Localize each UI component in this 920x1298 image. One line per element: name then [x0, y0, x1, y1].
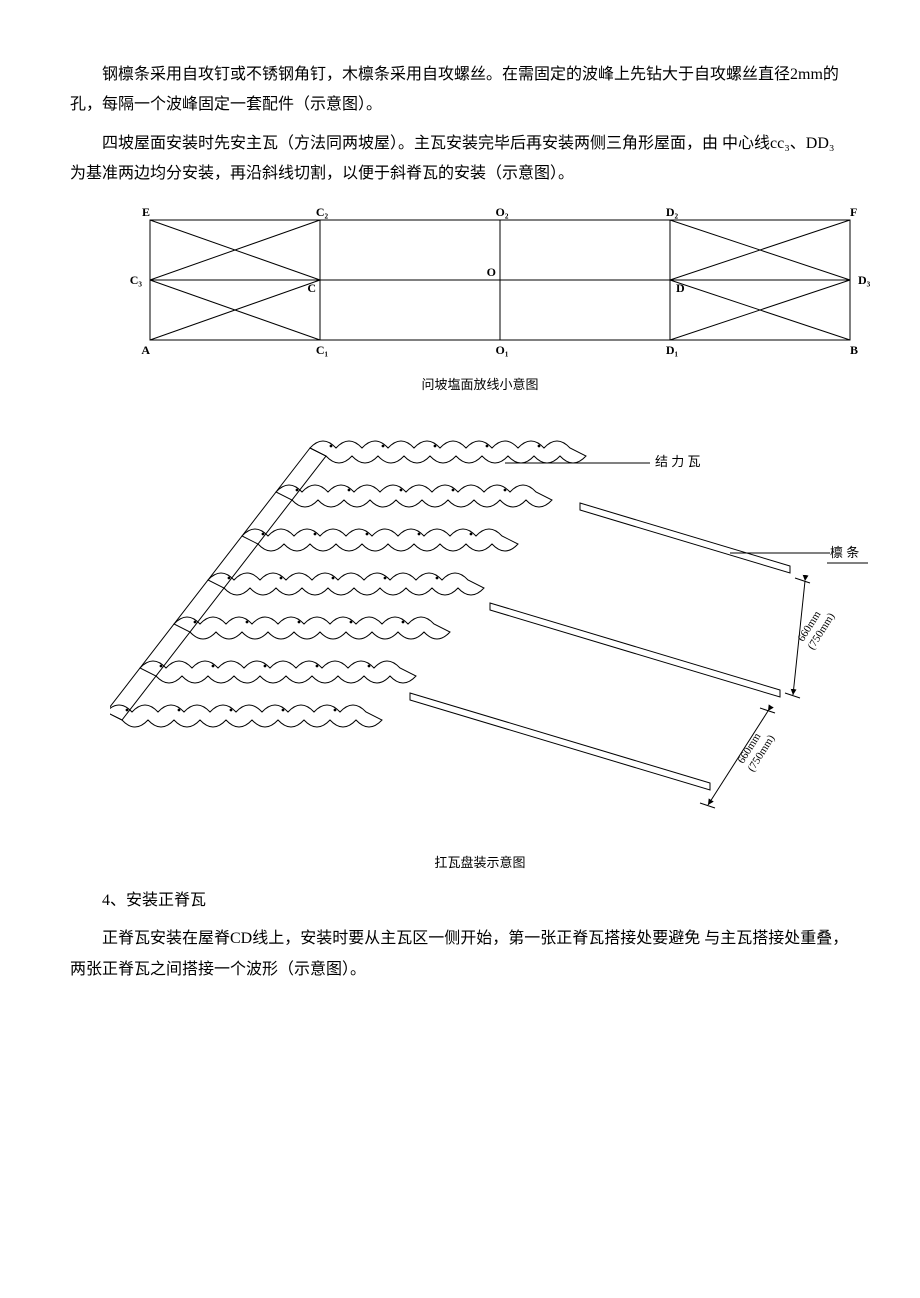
- lbl-D1: D₁: [666, 343, 679, 357]
- diagram-2-svg: 结 力 瓦 檩 条 660mm (750mm) 660mm (750mm): [110, 408, 870, 838]
- lbl-C1: C₁: [316, 343, 329, 357]
- lbl-O1: O₁: [496, 343, 509, 357]
- lbl-F: F: [850, 205, 857, 219]
- lbl-D: D: [676, 281, 685, 295]
- lbl-D3: D₃: [858, 273, 870, 287]
- lbl-E: E: [142, 205, 150, 219]
- diagram-1-container: E C₂ O₂ D₂ F C₃ C O D D₃ A C₁ O₁ D₁ B 问坡…: [110, 200, 850, 398]
- lbl-O2: O₂: [496, 205, 509, 219]
- paragraph: 四坡屋面安装时先安主瓦（方法同两坡屋）。主瓦安装完毕后再安装两侧三角形屋面，由 …: [70, 129, 850, 190]
- lbl-C2: C₂: [316, 205, 329, 219]
- lbl-A: A: [141, 343, 150, 357]
- lbl-O: O: [487, 265, 496, 279]
- diagram-2-caption: 扛瓦盘装示意图: [110, 851, 850, 876]
- lbl-purlin: 檩 条: [830, 545, 859, 560]
- lbl-B: B: [850, 343, 858, 357]
- lbl-C: C: [307, 281, 316, 295]
- lbl-C3: C₃: [130, 273, 143, 287]
- section-heading-4: 4、安装正脊瓦: [70, 886, 850, 916]
- paragraph: 钢檩条采用自攻钉或不锈钢角钉，木檩条采用自攻螺丝。在需固定的波峰上先钻大于自攻螺…: [70, 60, 850, 121]
- lbl-D2: D₂: [666, 205, 679, 219]
- diagram-1-svg: E C₂ O₂ D₂ F C₃ C O D D₃ A C₁ O₁ D₁ B: [110, 200, 870, 360]
- diagram-2-container: 结 力 瓦 檩 条 660mm (750mm) 660mm (750mm) 扛瓦…: [110, 408, 850, 876]
- diagram-1-caption: 问坡塩面放线小意图: [110, 373, 850, 398]
- paragraph: 正脊瓦安装在屋脊CD线上，安装时要从主瓦区一侧开始，第一张正脊瓦搭接处要避免 与…: [70, 924, 850, 985]
- lbl-tile: 结 力 瓦: [655, 454, 701, 469]
